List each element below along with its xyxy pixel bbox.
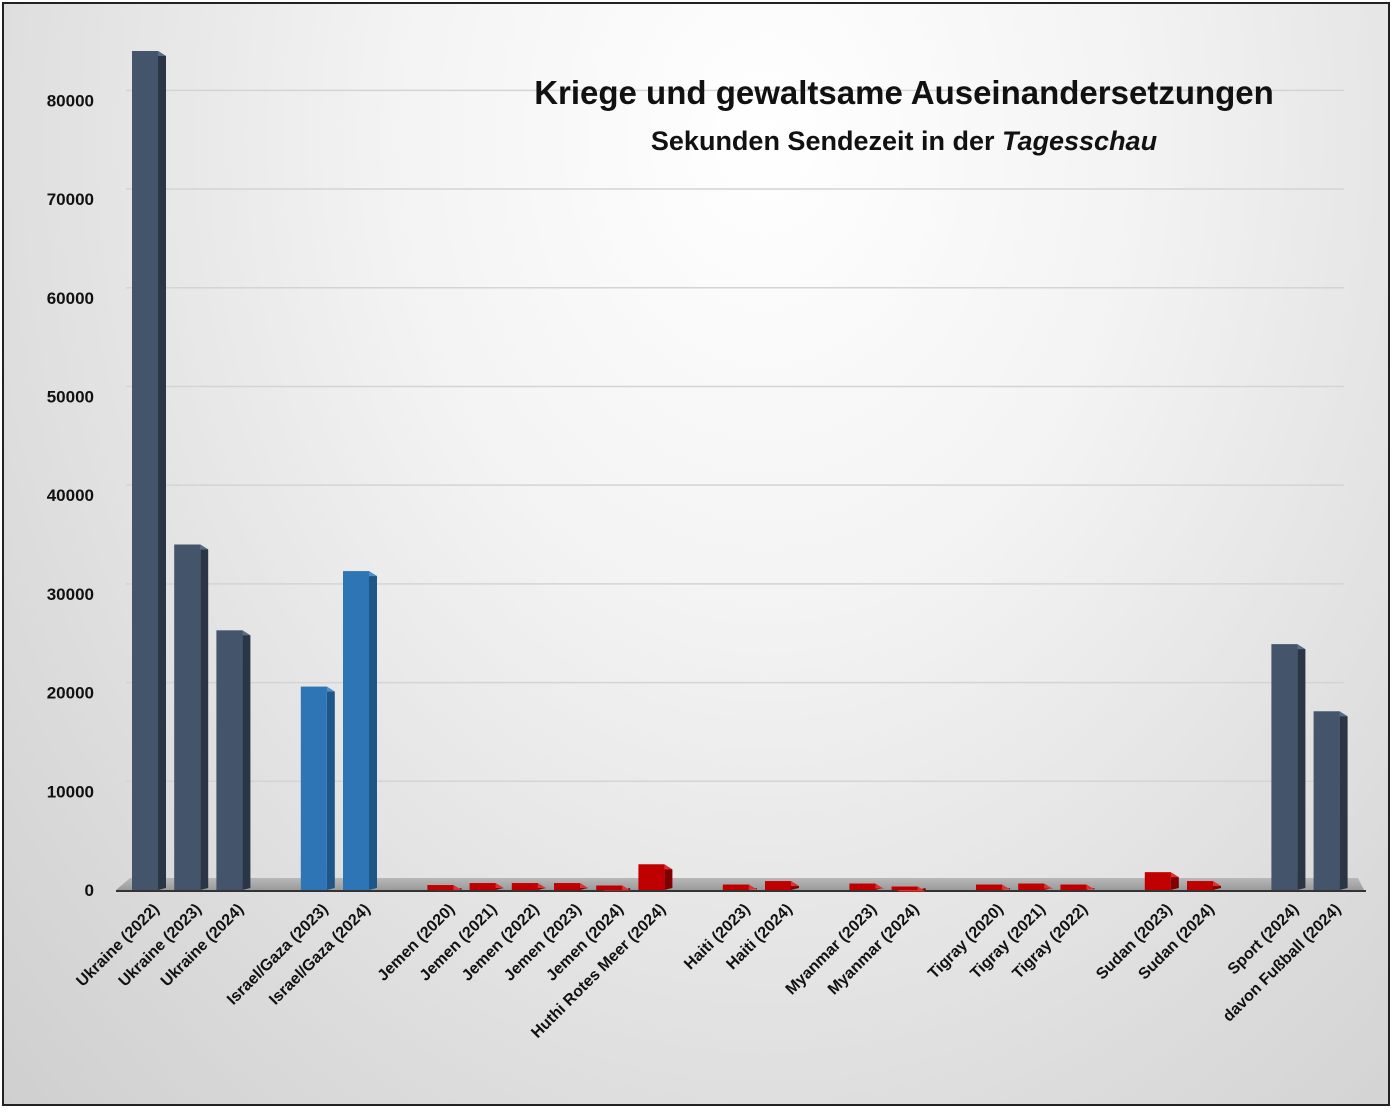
bar	[174, 544, 209, 890]
bar-front	[1187, 881, 1213, 890]
bar-side	[664, 864, 673, 890]
bar-front	[174, 544, 201, 890]
bar-front	[849, 883, 876, 890]
bar-side	[1339, 711, 1348, 890]
bar-front	[976, 884, 1002, 890]
y-tick-label: 60000	[47, 289, 94, 308]
bar	[469, 883, 504, 890]
subtitle-text: Sekunden Sendezeit in der	[650, 126, 1002, 156]
y-tick-label: 70000	[47, 190, 94, 209]
bar-front	[300, 686, 327, 890]
bar-front	[343, 571, 369, 890]
bar-front	[1313, 711, 1340, 890]
bar-front	[722, 884, 749, 890]
bar	[596, 885, 631, 891]
x-category-label: Tigray (2020)	[925, 901, 1007, 983]
bar	[1060, 884, 1095, 890]
bar	[554, 883, 588, 890]
bar-front	[891, 886, 918, 890]
bar	[722, 884, 757, 890]
bar	[216, 630, 251, 890]
gridlines	[126, 89, 1344, 783]
x-category-label: Tigray (2021)	[967, 901, 1049, 983]
bar-front	[469, 883, 496, 890]
bar	[511, 883, 546, 890]
bar	[300, 686, 335, 890]
bar-side	[326, 686, 335, 890]
bar	[849, 883, 884, 890]
bar	[765, 881, 799, 890]
y-tick-label: 80000	[47, 91, 94, 110]
bar-front	[596, 885, 623, 890]
bar	[1271, 644, 1306, 890]
bar-side	[1297, 644, 1306, 890]
bar	[976, 884, 1010, 890]
bar-front	[511, 883, 538, 890]
bar-side	[200, 544, 209, 890]
bar	[638, 864, 673, 890]
bar-front	[132, 51, 158, 890]
bar	[1313, 711, 1348, 890]
bar	[132, 51, 166, 890]
x-axis-labels: Ukraine (2022)Ukraine (2023)Ukraine (202…	[73, 901, 1344, 1042]
y-tick-label: 30000	[47, 585, 94, 604]
x-category-label: Sudan (2024)	[1135, 901, 1217, 983]
bar-side	[158, 51, 166, 890]
chart-subtitle: Sekunden Sendezeit in der Tagesschau	[444, 126, 1364, 157]
y-tick-label: 40000	[47, 486, 94, 505]
chart-title: Kriege und gewaltsame Auseinandersetzung…	[534, 74, 1274, 111]
bar-front	[1018, 883, 1045, 890]
bar	[1018, 883, 1053, 890]
bar	[1187, 881, 1221, 890]
bar	[343, 571, 377, 890]
bar	[1144, 872, 1179, 890]
bar-front	[216, 630, 243, 890]
y-tick-label: 50000	[47, 387, 94, 406]
bars	[132, 51, 1348, 892]
subtitle-emphasis: Tagesschau	[1002, 126, 1158, 156]
bar	[891, 886, 926, 892]
y-tick-label: 10000	[47, 782, 94, 801]
bar-front	[427, 885, 454, 890]
bar	[427, 885, 462, 891]
x-category-label: Tigray (2022)	[1010, 901, 1092, 983]
bar-front	[1060, 884, 1087, 890]
bar-front	[765, 881, 791, 890]
y-tick-label: 20000	[47, 684, 94, 703]
bar-chart: 0 10000 20000 30000 40000 50000 60000 70000 8000…	[47, 51, 1366, 1042]
bar-side	[369, 571, 377, 890]
bar-front	[1271, 644, 1298, 890]
bar-front	[554, 883, 580, 890]
y-axis-ticks: 0 10000 20000 30000 40000 50000 60000 70000 8000…	[47, 91, 94, 900]
bar-front	[638, 864, 665, 890]
y-tick-label: 0	[85, 881, 94, 900]
bar-front	[1144, 872, 1171, 890]
bar-side	[242, 630, 251, 890]
